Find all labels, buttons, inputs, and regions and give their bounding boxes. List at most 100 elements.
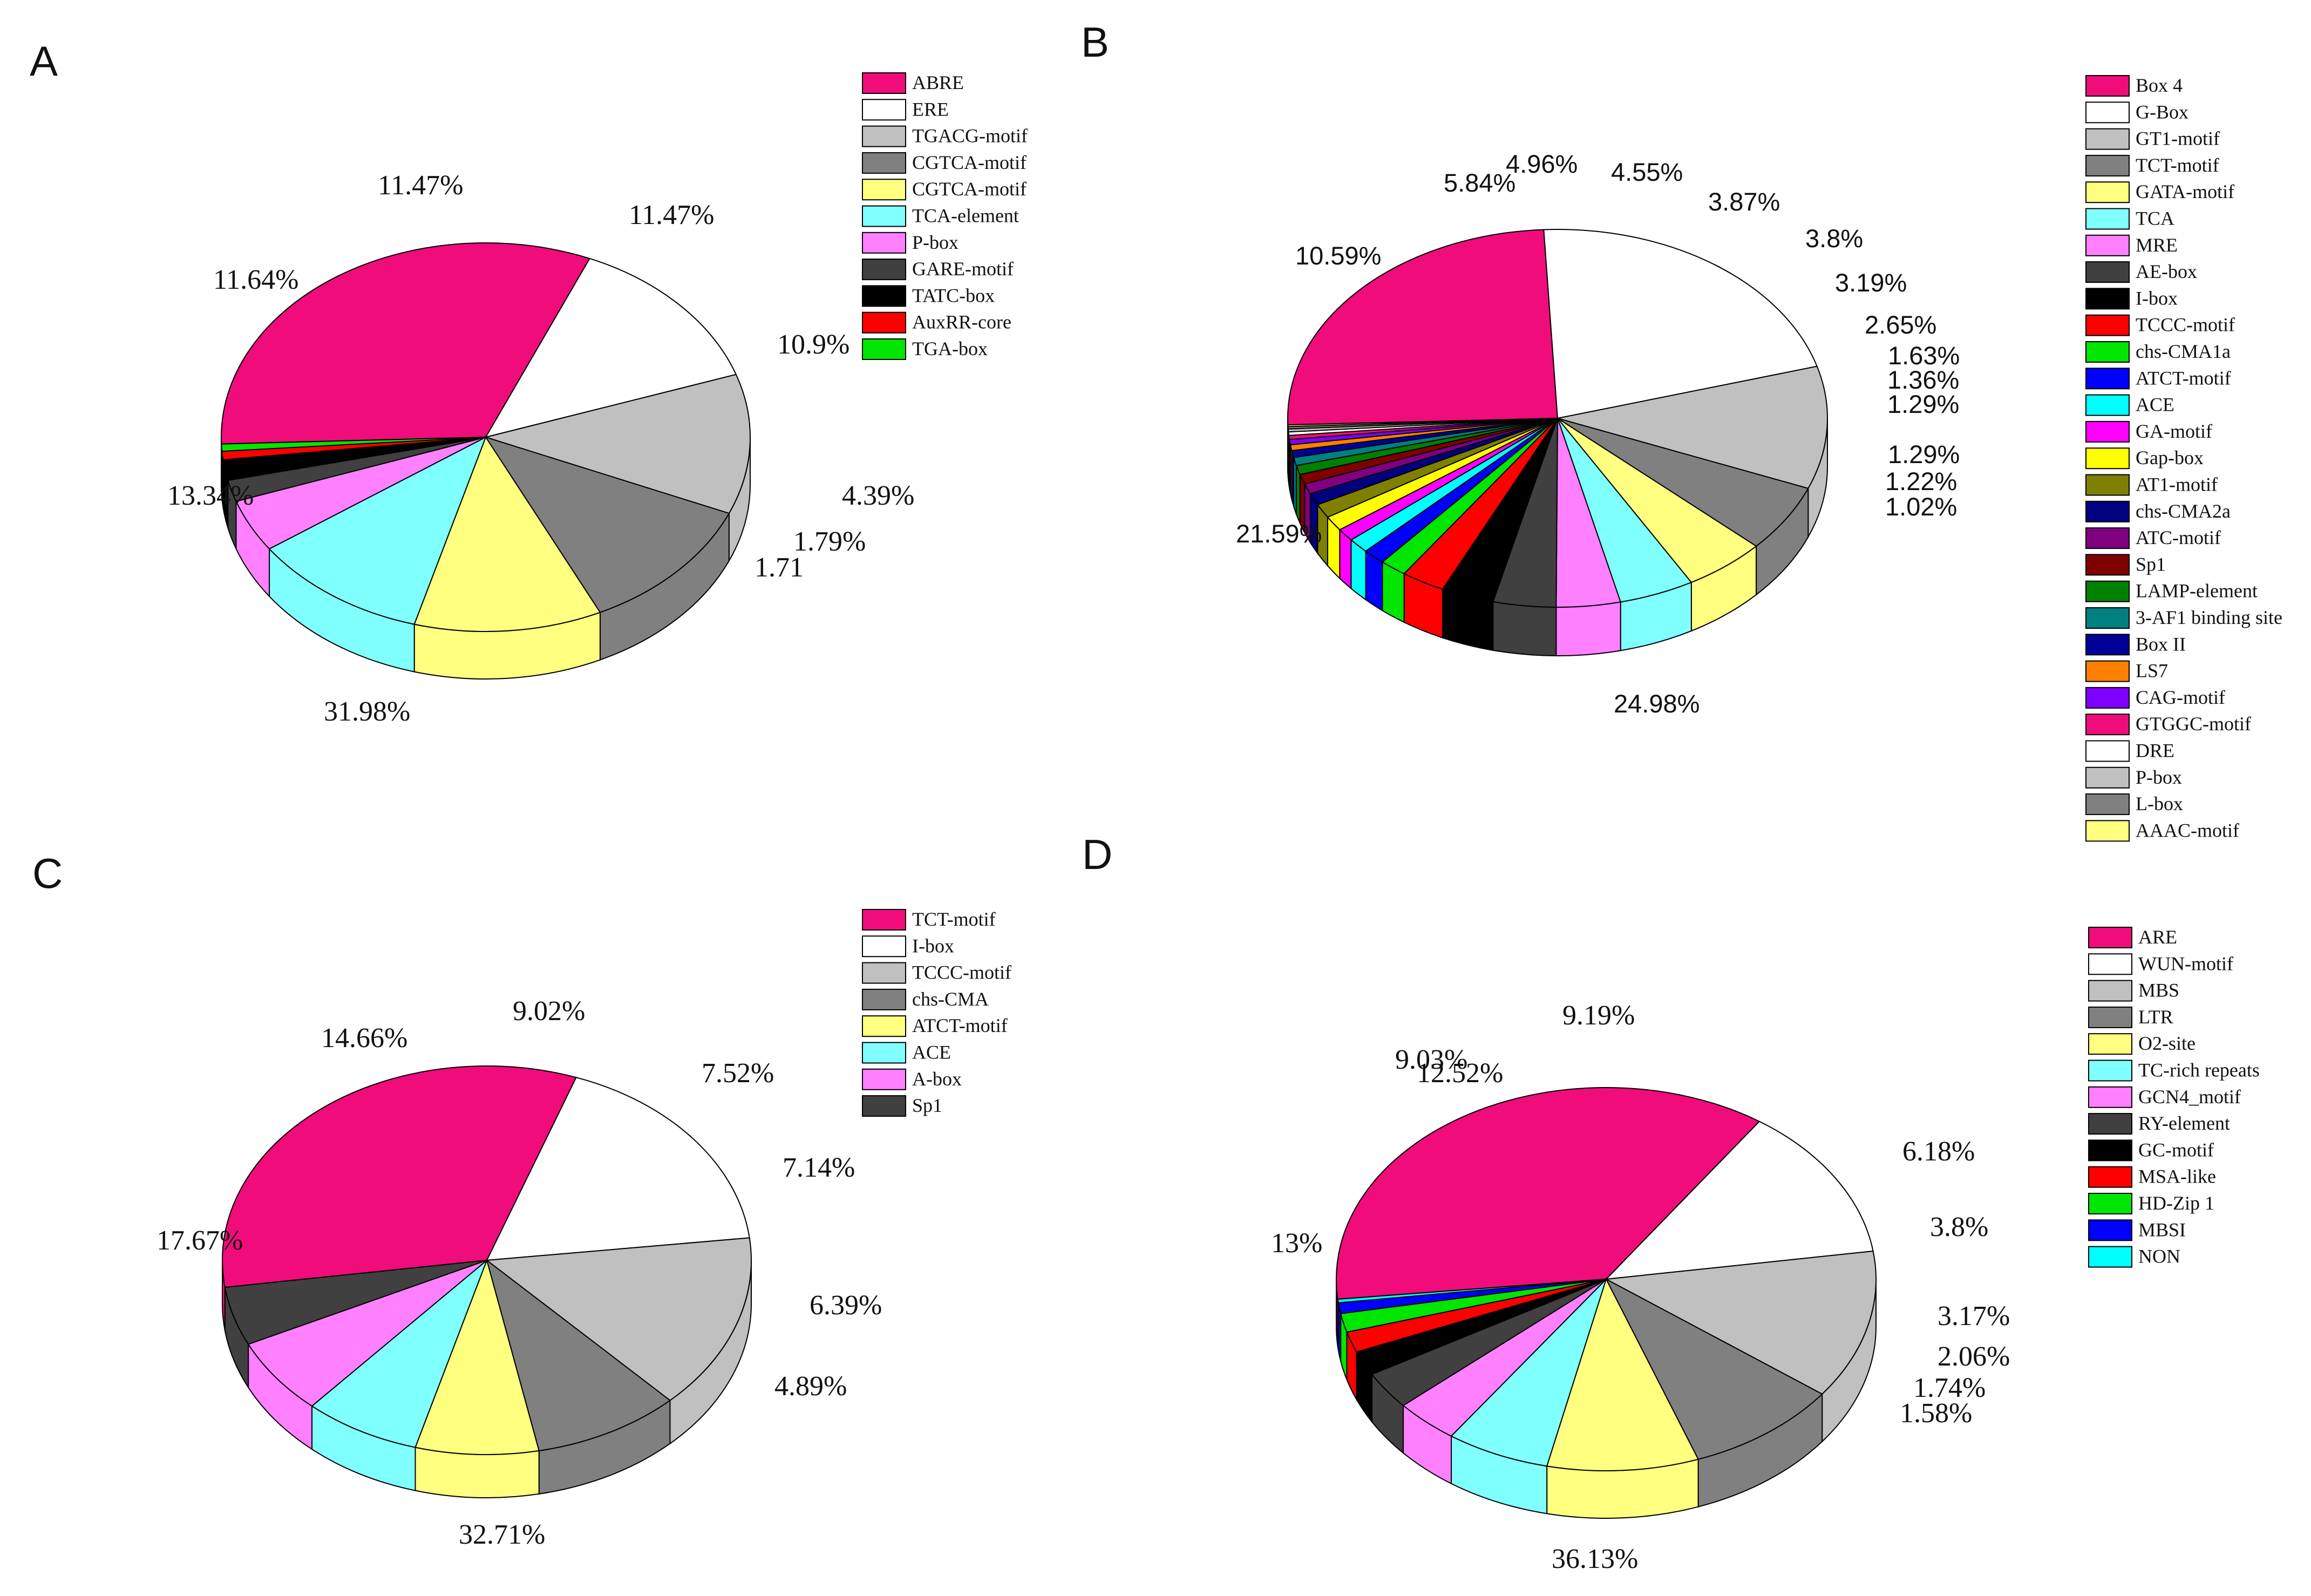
data-label-atct-motif: 1.36% — [1887, 365, 1959, 394]
legend-swatch-mre — [2085, 234, 2130, 256]
legend-label-ry-element: RY-element — [2138, 1112, 2230, 1134]
legend-swatch-box-4 — [2085, 75, 2130, 97]
legend-label-cgtca-motif: CGTCA-motif — [912, 178, 1027, 200]
data-label-tatc-box: 1.71 — [755, 552, 804, 583]
pie-slice-sp1 — [224, 1260, 487, 1345]
legend-swatch-ltr — [2088, 1006, 2132, 1028]
legend-label-ltr: LTR — [2138, 1006, 2173, 1028]
legend-swatch-box-ii — [2085, 634, 2130, 656]
data-label-gcn4-motif: 3.8% — [1930, 1212, 1988, 1242]
pie-slice-tgacg-motif — [484, 373, 751, 514]
legend-label-tca-element: TCA-element — [912, 205, 1019, 227]
data-label-ltr: 9.19% — [1562, 1000, 1635, 1031]
legend-swatch-msa-like — [2088, 1166, 2132, 1188]
legend-swatch-aaac-motif — [2085, 820, 2130, 842]
legend-swatch-tca — [2085, 208, 2130, 230]
legend-label-chs-cma2a: chs-CMA2a — [2136, 500, 2231, 522]
legend-label-tccc-motif: TCCC-motif — [2136, 314, 2235, 336]
pie-slice-ace — [311, 1258, 488, 1448]
legend-swatch-atc-motif — [2085, 527, 2130, 549]
legend-label-ere: ERE — [912, 98, 949, 120]
data-label-p-box: 4.39% — [842, 480, 914, 511]
legend-label-tct-motif: TCT-motif — [912, 908, 996, 930]
data-label-gap-box: 1.29% — [1888, 440, 1960, 468]
data-label-mbs: 12.52% — [1417, 1058, 1503, 1089]
pie-slice-tct-motif — [222, 1065, 577, 1288]
data-labels: 31.98% 13.34% 11.64% 11.47% 11.47% 10.9% 4.39%… — [167, 170, 914, 727]
legend-swatch-at1-motif — [2085, 474, 2130, 496]
legend-label-tc-rich-repeats: TC-rich repeats — [2138, 1060, 2260, 1081]
pie-side-mre — [1555, 601, 1621, 657]
legend-swatch-a-box — [862, 1068, 906, 1090]
data-labels: 36.13% 13% 12.52% 9.19% 9.03% 6.18% 3.8% 3.17% 2… — [1271, 1000, 2010, 1574]
legend-label-wun-motif: WUN-motif — [2138, 953, 2233, 974]
data-label-cgtca-motif: 11.47% — [629, 200, 714, 230]
legend-label-a-box: A-box — [912, 1068, 962, 1090]
legend-label-ae-box: AE-box — [2136, 261, 2197, 282]
panel-letter: B — [1081, 18, 1109, 66]
data-label-are: 36.13% — [1552, 1544, 1638, 1574]
panel-b: B 24.98% 21.59% 10.59% 5.84%4.96% 4.55% 3.87% 3… — [1081, 18, 2282, 842]
pie-slice-box-4 — [1287, 229, 1559, 426]
legend-label-gare-motif: GARE-motif — [912, 258, 1014, 280]
panel-letter: C — [32, 850, 63, 897]
data-label-mre: 3.87% — [1708, 187, 1780, 216]
legend-label-box-4: Box 4 — [2136, 74, 2183, 96]
legend-swatch-mbs — [2088, 980, 2132, 1002]
legend-swatch-p-box — [862, 232, 906, 254]
legend-label-auxrr-core: AuxRR-core — [912, 311, 1011, 333]
legend-label-tccc-motif: TCCC-motif — [912, 962, 1011, 983]
legend-label-tca: TCA — [2136, 208, 2174, 229]
data-label-a-box: 6.39% — [810, 1290, 882, 1321]
legend-swatch-atct-motif — [862, 1015, 906, 1037]
data-label-gare-motif: 1.79% — [793, 526, 866, 557]
legend-swatch-gt1-motif — [2085, 128, 2130, 150]
legend-label-abre: ABRE — [912, 72, 964, 93]
data-label-cgtca-motif: 11.47% — [378, 170, 463, 201]
data-label-ace: 7.14% — [783, 1152, 855, 1183]
legend-swatch-ga-motif — [2085, 420, 2130, 443]
legend: ABRE ERE TGACG-motif CGTCA-motif CGTCA-motif… — [862, 72, 1028, 360]
data-label-tct-motif: 32.71% — [459, 1519, 545, 1550]
pie-slice-tccc-motif — [485, 1237, 752, 1401]
pie-slices — [222, 1065, 752, 1455]
data-label-ere: 13.34% — [167, 480, 254, 511]
pie-slice-tc-rich-repeats — [1450, 1279, 1607, 1467]
pie-slice-tca-element — [268, 436, 487, 625]
legend-label-dre: DRE — [2136, 740, 2174, 762]
legend-label-mre: MRE — [2136, 234, 2178, 256]
pie-slice-abre — [221, 242, 591, 445]
data-label-atct-motif: 7.52% — [702, 1058, 774, 1089]
legend-label-i-box: I-box — [912, 935, 954, 956]
legend-label-tatc-box: TATC-box — [912, 284, 995, 306]
panel-c: C 32.71% 17.67% 14.66% 9.02% 7.52% 7.14% 6.39% 4… — [32, 850, 1011, 1550]
data-label-i-box: 3.19% — [1835, 268, 1907, 297]
legend-swatch-tca-element — [862, 205, 906, 227]
data-label-box-4: 24.98% — [1614, 689, 1700, 718]
legend-label-mbs: MBS — [2138, 980, 2179, 1001]
panel-d: D 36.13% 13% 12.52% 9.19% 9.03% 6.18% 3.8% 3.17%… — [1082, 831, 2260, 1574]
legend-label-gt1-motif: GT1-motif — [2136, 128, 2220, 150]
pie-slices — [1287, 229, 1828, 608]
legend-swatch-mbsi — [2088, 1219, 2132, 1241]
data-label-gata-motif: 4.96% — [1506, 150, 1578, 178]
legend-swatch-auxrr-core — [862, 311, 906, 334]
data-label-tgacg-motif: 11.64% — [213, 264, 298, 295]
legend-swatch-tccc-motif — [2085, 314, 2130, 336]
legend-label-g-box: G-Box — [2136, 101, 2188, 123]
data-label-chs-cma1a: 1.63% — [1888, 341, 1960, 370]
data-label-gt1-motif: 10.59% — [1295, 241, 1381, 270]
pie-slices — [1336, 1087, 1877, 1471]
data-label-tct-motif: 5.84% — [1444, 168, 1515, 197]
data-label-sp1: 4.89% — [774, 1371, 847, 1402]
pie-slice-ltr — [1605, 1278, 1823, 1460]
legend-swatch-sp1 — [2085, 554, 2130, 576]
legend-swatch-hd-zip-1 — [2088, 1193, 2132, 1214]
legend-swatch-p-box — [2085, 766, 2130, 789]
legend-label-ga-motif: GA-motif — [2136, 420, 2212, 442]
pie-slice-are — [1336, 1087, 1761, 1300]
legend-swatch-ere — [862, 99, 906, 121]
legend-label-mbsi: MBSI — [2138, 1219, 2186, 1240]
legend: TCT-motif I-box TCCC-motif chs-CMA ATCT-moti… — [862, 908, 1011, 1117]
